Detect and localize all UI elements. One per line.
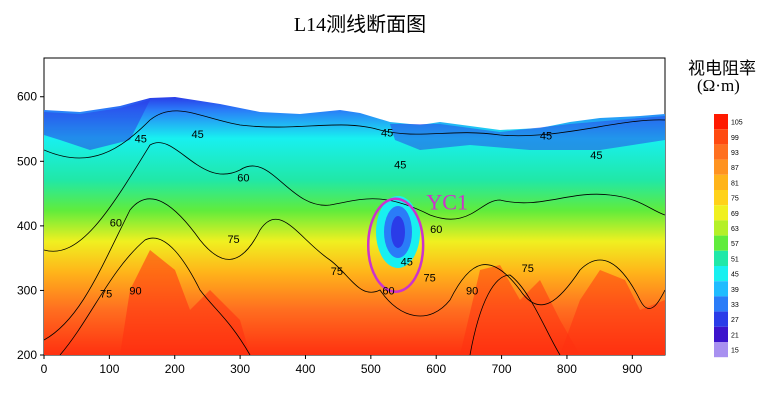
contour-label: 60 <box>382 285 394 297</box>
colorbar-label: 87 <box>731 165 739 172</box>
y-tick-label: 500 <box>17 154 37 168</box>
colorbar-label: 69 <box>731 211 739 218</box>
colorbar-label: 21 <box>731 332 739 339</box>
x-tick-label: 100 <box>99 362 119 376</box>
colorbar-label: 75 <box>731 196 739 203</box>
colorbar-label: 81 <box>731 180 739 187</box>
contour-label: 75 <box>424 273 436 285</box>
colorbar-label: 93 <box>731 150 739 157</box>
contour-60 <box>44 142 665 252</box>
contour-label: 45 <box>381 127 393 139</box>
x-tick-label: 600 <box>426 362 446 376</box>
contour-label: 90 <box>466 285 478 297</box>
colorbar-swatch <box>714 235 728 251</box>
contour-label: 60 <box>110 218 122 230</box>
x-tick-label: 900 <box>622 362 642 376</box>
contour-label: 45 <box>135 134 147 146</box>
contour-label: 45 <box>590 150 602 162</box>
colorbar-title-line2: (Ω·m) <box>697 76 740 95</box>
colorbar-swatch <box>714 296 728 312</box>
colorbar-swatch <box>714 144 728 160</box>
high-zone-2 <box>460 265 580 355</box>
colorbar-label: 15 <box>731 348 739 355</box>
x-tick-label: 500 <box>361 362 381 376</box>
colorbar-swatch <box>714 190 728 206</box>
anomaly-label: YC1 <box>426 190 468 215</box>
colorbar-swatch <box>714 220 728 236</box>
colorbar-swatch <box>714 281 728 297</box>
colorbar-swatch <box>714 342 728 358</box>
contour-label: 75 <box>331 266 343 278</box>
contour-90 <box>59 237 251 355</box>
high-zone-3 <box>560 270 665 355</box>
x-tick-label: 0 <box>41 362 48 376</box>
colorbar-swatch <box>714 114 728 130</box>
colorbar-swatch <box>714 326 728 342</box>
deep-blue-zone-right <box>390 116 665 150</box>
deep-blue-zone <box>44 100 150 150</box>
y-tick-label: 400 <box>17 219 37 233</box>
colorbar-swatch <box>714 174 728 190</box>
colorbar-label: 105 <box>731 120 743 127</box>
colorbar-swatch <box>714 250 728 266</box>
colorbar-label: 63 <box>731 226 739 233</box>
contour-label: 60 <box>430 224 442 236</box>
anomaly-highlight-ellipse <box>366 197 425 293</box>
colorbar-label: 33 <box>731 302 739 309</box>
x-tick-label: 300 <box>230 362 250 376</box>
x-tick-label: 400 <box>295 362 315 376</box>
contour-label: 75 <box>522 263 534 275</box>
contour-label: 45 <box>540 130 552 142</box>
colorbar-title-line1: 视电阻率 <box>688 59 756 79</box>
chart-title: L14测线断面图 <box>293 14 427 36</box>
colorbar-swatch <box>714 205 728 221</box>
x-tick-label: 700 <box>492 362 512 376</box>
x-tick-label: 200 <box>165 362 185 376</box>
contour-label: 60 <box>237 172 249 184</box>
colorbar-swatch <box>714 129 728 145</box>
contour-label: 45 <box>394 160 406 172</box>
colorbar-label: 27 <box>731 317 739 324</box>
high-zone-1 <box>120 250 250 355</box>
contour-45 <box>44 110 665 159</box>
x-tick-label: 800 <box>557 362 577 376</box>
contour-label: 45 <box>191 129 203 141</box>
colorbar-label: 57 <box>731 241 739 248</box>
y-tick-label: 600 <box>17 90 37 104</box>
contour-label: 45 <box>401 256 413 268</box>
colorbar-label: 45 <box>731 272 739 279</box>
contour-label: 75 <box>100 289 112 301</box>
contour-75 <box>44 198 665 341</box>
colorbar-label: 51 <box>731 256 739 263</box>
colorbar-label: 99 <box>731 135 739 142</box>
colorbar-swatch <box>714 311 728 327</box>
contour-label: 90 <box>129 285 141 297</box>
colorbar-label: 39 <box>731 287 739 294</box>
contour-label: 75 <box>227 234 239 246</box>
y-tick-label: 300 <box>17 283 37 297</box>
contour-90-right <box>469 274 561 355</box>
colorbar-swatch <box>714 266 728 282</box>
y-tick-label: 200 <box>17 348 37 362</box>
low-resistivity-center <box>391 216 405 248</box>
colorbar-swatch <box>714 159 728 175</box>
